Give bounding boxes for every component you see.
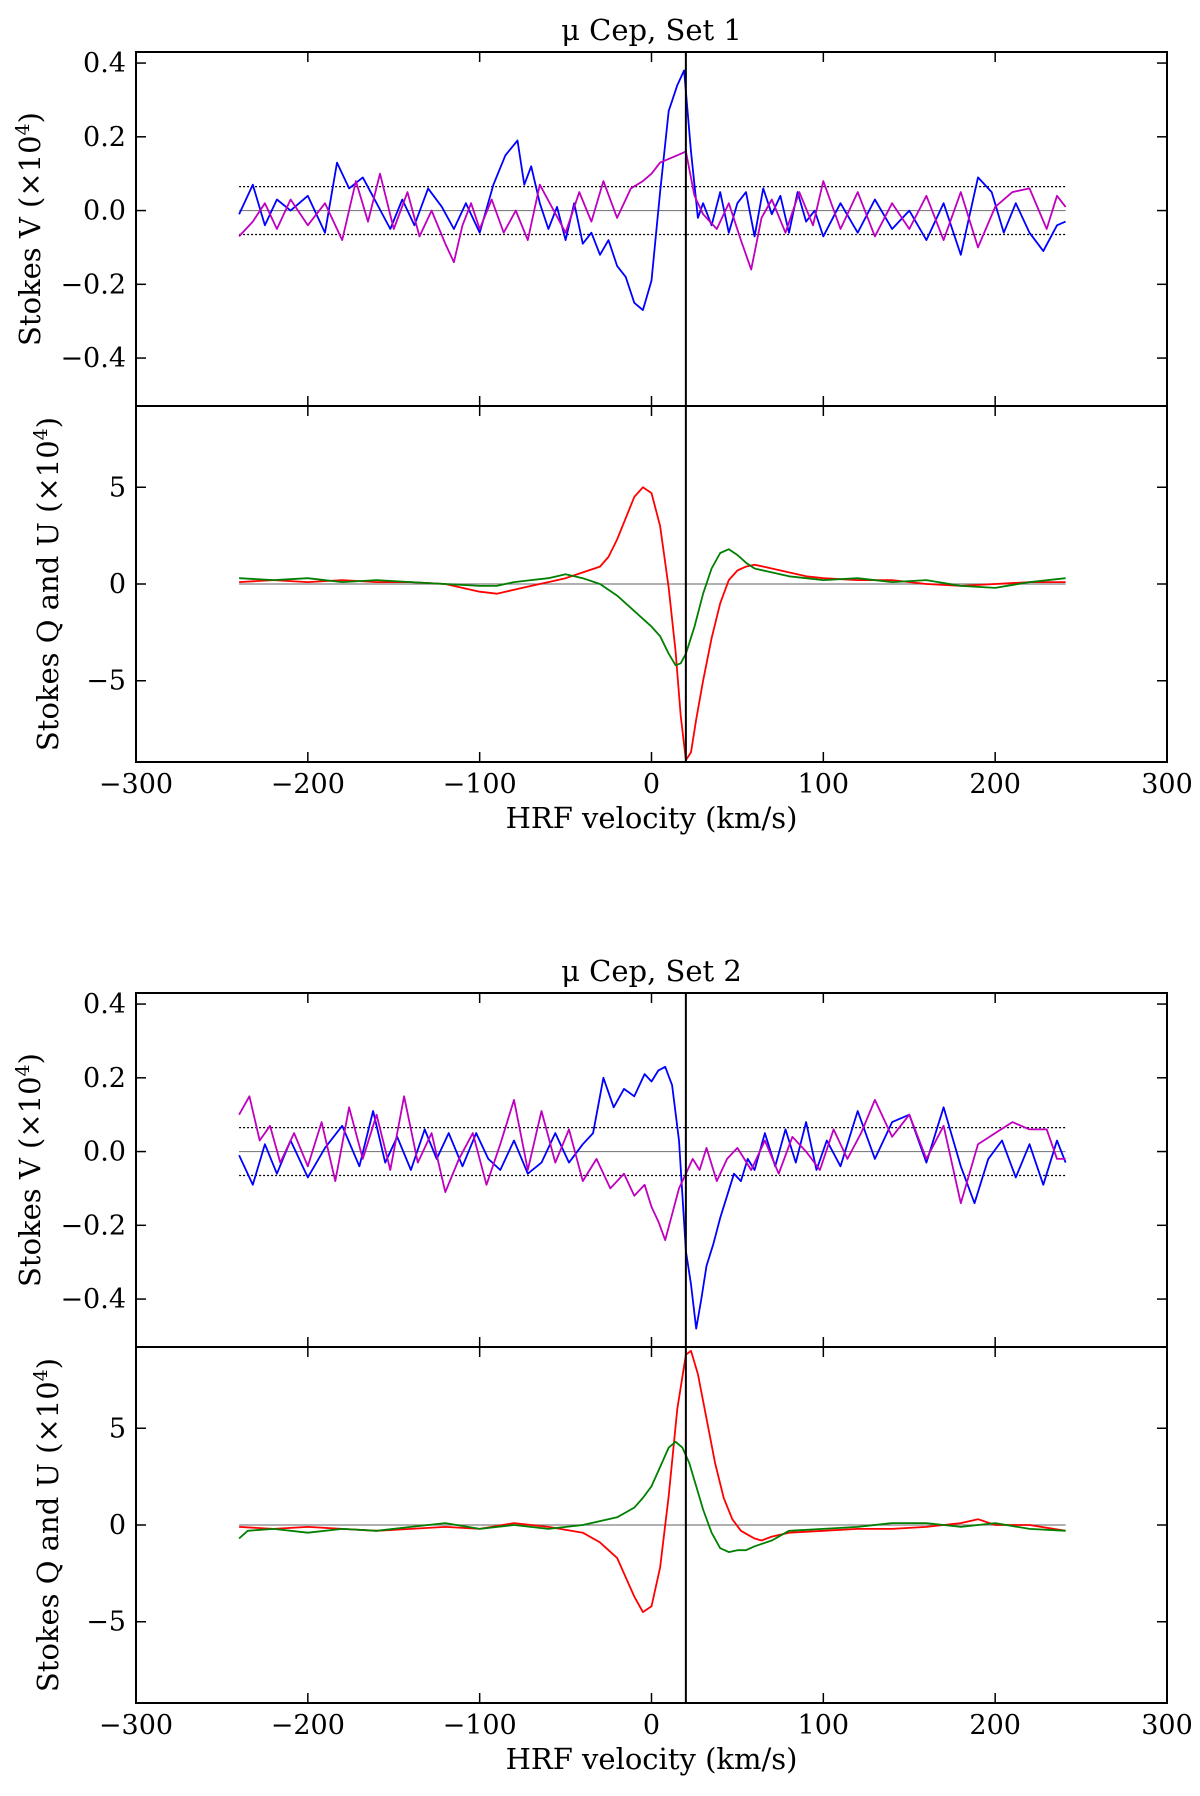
series-stokes-v-magenta <box>238 1095 1066 1241</box>
y-axis-title: Stokes Q and U (×104) <box>30 417 65 751</box>
x-tick-label: −100 <box>443 1710 517 1741</box>
x-axis-title: HRF velocity (km/s) <box>506 801 798 835</box>
series-stokes-q-red <box>239 1350 1066 1613</box>
y-axis-title-close: ) <box>31 417 65 428</box>
series-stokes-v-blue <box>238 1065 1067 1330</box>
y-tick-label: 5 <box>109 1413 126 1444</box>
y-axis-title-main: Stokes V (×10 <box>13 1076 47 1287</box>
x-axis-title: HRF velocity (km/s) <box>506 1742 798 1776</box>
y-axis-title-exponent: 4 <box>12 123 34 135</box>
x-tick-label: 200 <box>969 769 1021 800</box>
x-tick-label: 0 <box>643 769 660 800</box>
series-stokes-v-blue <box>238 69 1066 312</box>
y-tick-label: −0.4 <box>60 1284 126 1315</box>
y-axis-title-main: Stokes Q and U (×10 <box>31 440 65 751</box>
y-axis-title-exponent: 4 <box>30 428 52 440</box>
panel-title: μ Cep, Set 2 <box>561 954 742 988</box>
x-tick-label: 100 <box>798 769 850 800</box>
y-tick-label: 0.4 <box>83 989 126 1020</box>
panel-1: 0.4 0.2 0.0 −0.2 −0.4 Stokes V (×104) μ Cep, S… <box>12 13 1168 407</box>
x-tick-label: −300 <box>99 769 173 800</box>
y-tick-label: 0.2 <box>83 1063 126 1094</box>
y-axis-title-close: ) <box>13 1053 47 1064</box>
x-tick-label: −100 <box>443 769 517 800</box>
y-tick-label: −0.4 <box>60 343 126 374</box>
y-tick-label: 0 <box>109 1510 126 1541</box>
y-axis-title-exponent: 4 <box>30 1369 52 1381</box>
series-stokes-u-green <box>239 548 1066 667</box>
x-tick-label: 100 <box>798 1710 850 1741</box>
y-axis-title-exponent: 4 <box>12 1064 34 1076</box>
panel-4: 5 0 −5 −300 −200 −100 0 100 200 300 HRF velocity (… <box>30 1346 1193 1776</box>
x-tick-label: 0 <box>643 1710 660 1741</box>
panel-2: 5 0 −5 −300 −200 −100 0 100 200 300 HRF velocity (… <box>30 405 1193 835</box>
y-axis-title-main: Stokes V (×10 <box>13 135 47 346</box>
x-tick-label: −300 <box>99 1710 173 1741</box>
panel-title: μ Cep, Set 1 <box>561 13 742 47</box>
y-tick-label: 0 <box>109 569 126 600</box>
y-tick-label: −0.2 <box>60 269 126 300</box>
y-axis-title: Stokes V (×104) <box>12 1053 47 1287</box>
x-tick-label: −200 <box>271 1710 345 1741</box>
series-stokes-u-green <box>238 1440 1066 1553</box>
x-tick-label: 200 <box>969 1710 1021 1741</box>
y-axis-title: Stokes V (×104) <box>12 112 47 346</box>
x-tick-label: −200 <box>271 769 345 800</box>
y-tick-label: −0.2 <box>60 1210 126 1241</box>
series-stokes-q-red <box>239 486 1066 761</box>
y-tick-label: 0.2 <box>83 122 126 153</box>
panel-3: 0.4 0.2 0.0 −0.2 −0.4 Stokes V (×104) μ Cep, S… <box>12 954 1168 1348</box>
axes-frame <box>135 51 1168 407</box>
y-axis-title-close: ) <box>13 112 47 123</box>
series-stokes-v-magenta <box>238 150 1067 271</box>
y-axis-title-main: Stokes Q and U (×10 <box>31 1381 65 1692</box>
y-tick-label: 0.0 <box>83 1137 126 1168</box>
x-tick-label: 300 <box>1141 769 1193 800</box>
y-axis-title-close: ) <box>31 1358 65 1369</box>
y-tick-label: 0.4 <box>83 48 126 79</box>
y-axis-title: Stokes Q and U (×104) <box>30 1358 65 1692</box>
y-tick-label: −5 <box>86 1607 126 1638</box>
y-tick-label: −5 <box>86 666 126 697</box>
y-tick-label: 5 <box>109 472 126 503</box>
x-tick-label: 300 <box>1141 1710 1193 1741</box>
y-tick-label: 0.0 <box>83 196 126 227</box>
